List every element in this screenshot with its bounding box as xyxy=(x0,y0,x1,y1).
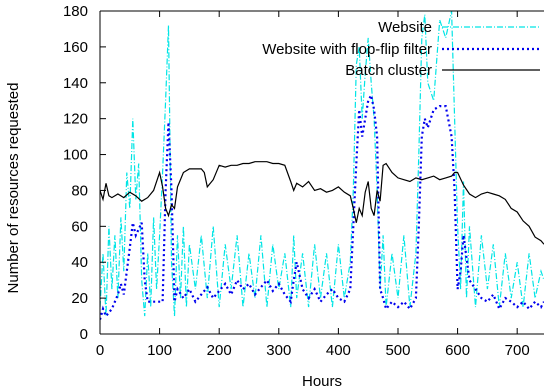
legend-label-website-with-flop-flip-filter: Website with flop-flip filter xyxy=(262,41,432,58)
x-tick-label: 200 xyxy=(207,342,232,359)
y-tick-label: 160 xyxy=(63,39,88,56)
y-tick-label: 140 xyxy=(63,75,88,92)
x-tick-label: 600 xyxy=(445,342,470,359)
x-tick-label: 0 xyxy=(96,342,104,359)
y-tick-label: 120 xyxy=(63,111,88,128)
y-tick-label: 40 xyxy=(71,254,88,271)
axes: 0 20 40 60 80 100 120 140 160 180 0 100 200 300 400 500… xyxy=(5,3,544,390)
y-tick-label: 20 xyxy=(71,290,88,307)
x-tick-label: 500 xyxy=(385,342,410,359)
x-tick-label: 300 xyxy=(266,342,291,359)
y-tick-label: 0 xyxy=(80,326,88,343)
x-tick-label: 400 xyxy=(326,342,351,359)
series-line-batch-cluster xyxy=(100,161,544,245)
y-tick-label: 60 xyxy=(71,218,88,235)
legend-label-batch-cluster: Batch cluster xyxy=(345,62,432,79)
y-tick-label: 80 xyxy=(71,182,88,199)
y-axis-title: Number of resources requested xyxy=(5,83,22,294)
x-tick-label: 700 xyxy=(505,342,530,359)
series-group xyxy=(100,11,544,320)
x-tick-label: 100 xyxy=(147,342,172,359)
series-line-website xyxy=(100,11,544,317)
x-axis-title: Hours xyxy=(302,373,342,390)
y-tick-label: 180 xyxy=(63,3,88,20)
y-tick-label: 100 xyxy=(63,147,88,164)
legend-label-website: Website xyxy=(378,19,432,36)
legend: Website Website with flop-flip filter Batc… xyxy=(262,19,540,79)
series-line-website-with-flop-flip-filter xyxy=(100,92,544,320)
